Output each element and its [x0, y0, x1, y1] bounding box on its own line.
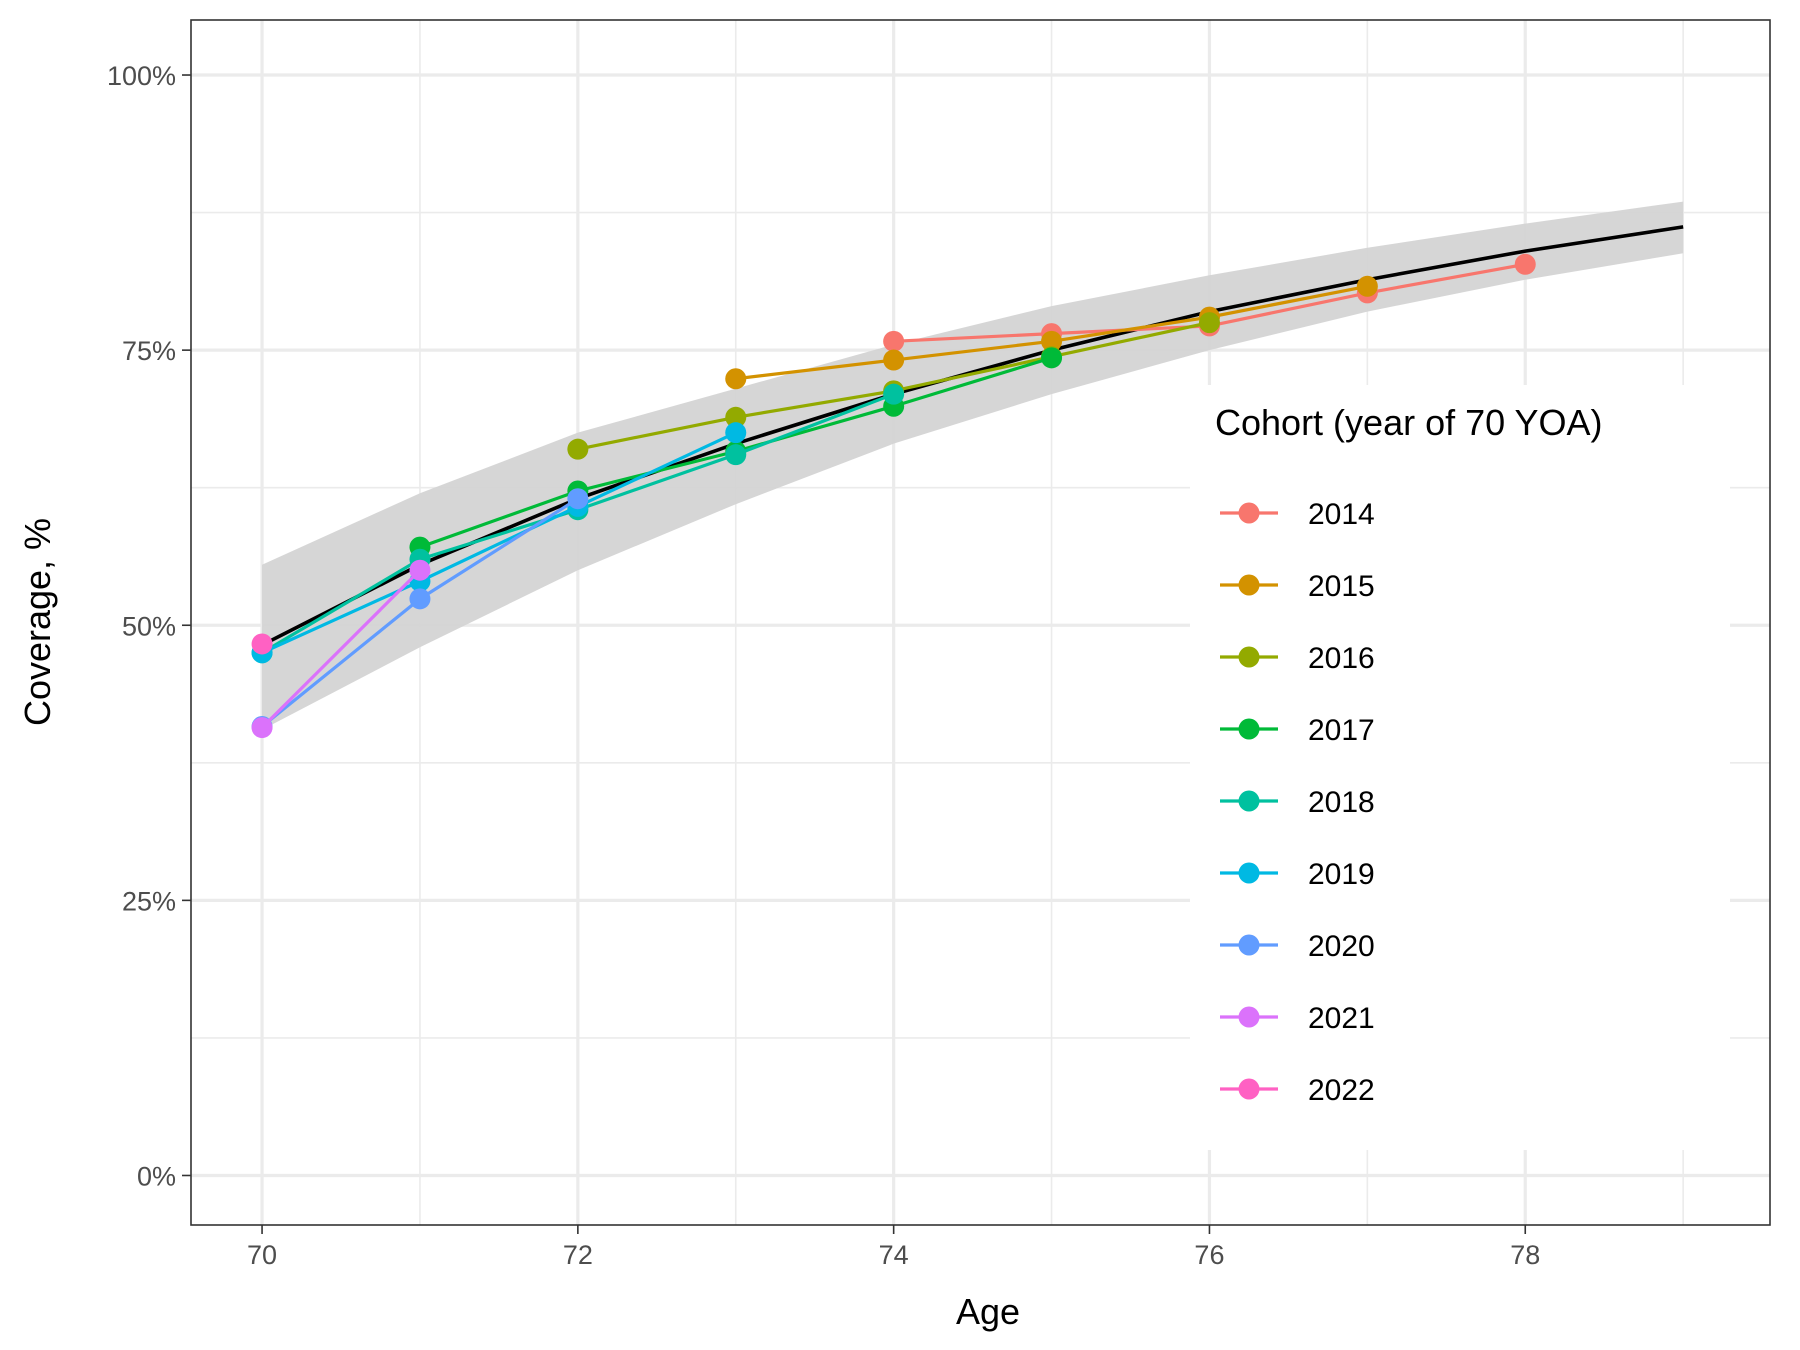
data-point-2014	[1514, 253, 1536, 275]
legend-item-2020: 2020	[1220, 930, 1375, 963]
data-point-2014	[883, 330, 905, 352]
legend-key-point	[1238, 790, 1260, 812]
legend-label: 2018	[1308, 786, 1375, 819]
legend-item-2021: 2021	[1220, 1002, 1375, 1035]
x-axis: 70 72 74 76 78	[247, 1225, 1540, 1270]
data-point-2018	[725, 444, 747, 466]
data-point-2015	[883, 349, 905, 371]
data-point-2021	[251, 717, 273, 739]
legend-key-point	[1238, 1006, 1260, 1028]
fit-line	[261, 225, 1684, 647]
data-point-2020	[409, 588, 431, 610]
data-point-2021	[409, 559, 431, 581]
legend-item-2015: 2015	[1220, 570, 1375, 603]
x-tick-label: 78	[1510, 1240, 1540, 1270]
confidence-band-area	[262, 201, 1684, 730]
x-axis-title: Age	[956, 1291, 1020, 1332]
legend-key-point	[1238, 718, 1260, 740]
legend-item-2022: 2022	[1220, 1074, 1375, 1107]
x-tick-label: 76	[1194, 1240, 1224, 1270]
fit-curve	[261, 225, 1684, 647]
legend-key-point	[1238, 1078, 1260, 1100]
legend-label: 2020	[1308, 930, 1375, 963]
x-tick-label: 70	[247, 1240, 277, 1270]
legend-label: 2021	[1308, 1002, 1375, 1035]
legend-label: 2015	[1308, 570, 1375, 603]
y-tick-label: 75%	[122, 336, 176, 366]
legend-label: 2022	[1308, 1074, 1375, 1107]
data-point-2016	[725, 406, 747, 428]
legend-item-2018: 2018	[1220, 786, 1375, 819]
series-line-2021	[260, 569, 422, 729]
data-point-2016	[1198, 312, 1220, 334]
legend-item-2016: 2016	[1220, 642, 1375, 675]
series-2022	[251, 633, 273, 655]
data-point-2020	[567, 488, 589, 510]
legend-item-2019: 2019	[1220, 858, 1375, 891]
y-tick-label: 0%	[137, 1161, 176, 1191]
data-point-2015	[725, 368, 747, 390]
data-point-2016	[567, 438, 589, 460]
legend-label: 2019	[1308, 858, 1375, 891]
series-line-2019	[261, 431, 737, 655]
legend-label: 2014	[1308, 498, 1375, 531]
legend-item-2017: 2017	[1220, 714, 1375, 747]
legend-title: Cohort (year of 70 YOA)	[1215, 402, 1603, 443]
series-2021	[251, 559, 431, 739]
legend-key-point	[1238, 574, 1260, 596]
panel-border	[190, 19, 1771, 1226]
legend-key-point	[1238, 646, 1260, 668]
legend-key-point	[1238, 862, 1260, 884]
legend-label: 2017	[1308, 714, 1375, 747]
data-point-2017	[1041, 347, 1063, 369]
legend-background	[1190, 385, 1730, 1150]
legend-key-point	[1238, 502, 1260, 524]
data-point-2015	[1041, 330, 1063, 352]
legend-label: 2016	[1308, 642, 1375, 675]
y-tick-label: 50%	[122, 611, 176, 641]
legend-key-point	[1238, 934, 1260, 956]
x-tick-label: 74	[879, 1240, 909, 1270]
confidence-band	[262, 201, 1684, 730]
data-point-2019	[725, 422, 747, 444]
legend: Cohort (year of 70 YOA) 2014 2015 2016 2017 2…	[1190, 385, 1730, 1150]
legend-item-2014: 2014	[1220, 498, 1375, 531]
data-point-2015	[1356, 275, 1378, 297]
y-tick-label: 100%	[107, 61, 176, 91]
y-tick-label: 25%	[122, 886, 176, 916]
data-point-2018	[883, 383, 905, 405]
y-axis-title: Coverage, %	[17, 518, 58, 726]
x-tick-label: 72	[563, 1240, 593, 1270]
y-axis: 0% 25% 50% 75% 100%	[107, 61, 191, 1191]
data-point-2022	[251, 633, 273, 655]
cohort-series	[251, 253, 1536, 739]
